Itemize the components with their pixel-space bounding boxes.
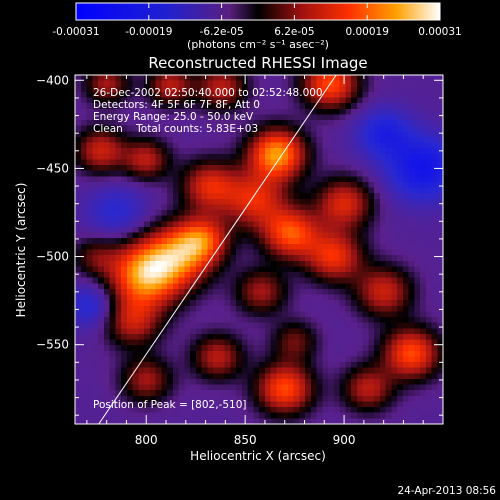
x-tick-labels: 800 850 900 xyxy=(135,433,356,447)
info-text: 26-Dec-2002 02:50:40.000 to 02:52:48.000… xyxy=(93,87,323,135)
x-tick-label: 900 xyxy=(333,433,356,447)
info-time-range: 26-Dec-2002 02:50:40.000 to 02:52:48.000 xyxy=(93,87,323,99)
colorbar-tick-label: -6.2e-05 xyxy=(200,26,244,38)
y-tick-labels: −400 −450 −500 −550 xyxy=(36,73,69,351)
info-clean-counts: Clean Total counts: 5.83E+03 xyxy=(93,123,258,135)
colorbar-units: (photons cm⁻² s⁻¹ asec⁻²) xyxy=(187,38,329,51)
colorbar-tick-label: 0.00019 xyxy=(345,26,388,38)
plot-area: 800 850 900 −400 −450 −500 −550 26-Dec-2002 0… xyxy=(36,73,444,447)
y-tick-label: −550 xyxy=(36,338,69,352)
colorbar-tick-label: 6.2e-05 xyxy=(274,26,314,38)
colorbar-tick-labels: -0.00031 -0.00019 -6.2e-05 6.2e-05 0.00019 0.… xyxy=(52,26,461,38)
chart-title: Reconstructed RHESSI Image xyxy=(148,54,367,72)
plot-frame xyxy=(74,74,444,425)
colorbar-ticks xyxy=(75,3,441,20)
colorbar-tick-label: -0.00031 xyxy=(52,26,99,38)
x-tick-label: 850 xyxy=(234,433,257,447)
limb-line xyxy=(98,75,337,424)
y-tick-label: −500 xyxy=(36,250,69,264)
colorbar-bar xyxy=(75,2,441,21)
y-axis-label: Heliocentric Y (arcsec) xyxy=(14,183,28,318)
info-detectors: Detectors: 4F 5F 6F 7F 8F, Att 0 xyxy=(93,99,260,111)
peak-position-label: Position of Peak = [802,-510] xyxy=(93,399,247,411)
x-axis-label: Heliocentric X (arcsec) xyxy=(190,449,326,463)
colorbar: -0.00031 -0.00019 -6.2e-05 6.2e-05 0.00019 0.… xyxy=(52,2,462,51)
colorbar-tick-label: -0.00019 xyxy=(125,26,172,38)
timestamp: 24-Apr-2013 08:56 xyxy=(397,485,496,497)
heatmap-image xyxy=(75,75,443,424)
y-tick-label: −450 xyxy=(36,161,69,175)
info-energy-range: Energy Range: 25.0 - 50.0 keV xyxy=(93,111,254,123)
axis-ticks xyxy=(75,75,444,424)
x-tick-label: 800 xyxy=(135,433,158,447)
colorbar-tick-label: 0.00031 xyxy=(418,26,461,38)
y-tick-label: −400 xyxy=(36,73,69,87)
